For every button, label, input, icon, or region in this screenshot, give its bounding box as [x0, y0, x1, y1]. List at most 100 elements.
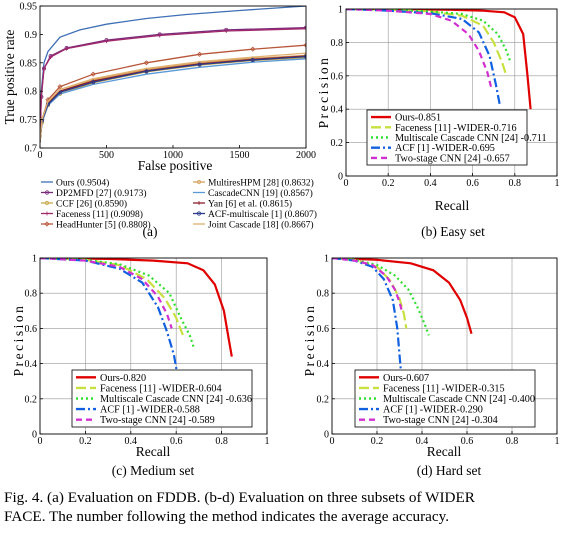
x-axis-label: Recall [427, 444, 462, 459]
x-tick-label: 0 [38, 436, 43, 447]
y-tick-label: 0.75 [20, 115, 38, 126]
chart-d: 0 0.2 0.4 0.6 0.8 1 0 0.2 0.4 0.6 0.8 1 Recall Precis… [302, 254, 560, 479]
legend-entry: ACF-multiscale [1] (0.8607) [208, 209, 317, 220]
caption-line-1: Fig. 4. (a) Evaluation on FDDB. (b-d) Ev… [4, 489, 475, 506]
x-tick-label: 500 [99, 150, 114, 161]
y-tick-label: 0.8 [317, 289, 330, 300]
data-point [41, 66, 46, 71]
data-point [250, 57, 255, 62]
series-line-2 [40, 26, 306, 137]
y-tick-label: 1 [32, 254, 37, 265]
x-axis-label: Recall [136, 444, 171, 459]
plot-frame [39, 257, 268, 435]
data-point [90, 71, 96, 77]
x-tick-label: 1500 [230, 150, 250, 161]
series-line-3 [346, 9, 512, 63]
subfigure-caption: (a) [143, 224, 158, 239]
x-tick-label: 1 [555, 178, 560, 189]
x-tick-label: 0 [330, 436, 335, 447]
data-point [48, 55, 53, 60]
subfigure-caption: (d) Hard set [417, 463, 482, 478]
x-tick-label: 2000 [296, 150, 316, 161]
series-line-3 [332, 258, 430, 336]
y-axis-label: True positive rate [2, 30, 17, 125]
legend-entry: ACF [1] -WIDER-0.290 [383, 405, 483, 416]
data-point [64, 46, 69, 51]
legend-entry: Two-stage CNN [24] -0.657 [395, 153, 510, 164]
legend-entry: CCF [26] (0.8590) [56, 198, 127, 209]
y-tick-label: 0.8 [25, 87, 38, 98]
series-line-5 [346, 9, 493, 90]
y-tick-label: 0.2 [331, 138, 344, 149]
subfigure-caption: (c) Medium set [112, 463, 195, 478]
legend-entry: Faceness [11] -WIDER-0.315 [383, 383, 505, 394]
data-point [57, 84, 63, 90]
data-point [250, 46, 256, 52]
legend-entry: HeadHunter [5] (0.8808) [56, 219, 151, 230]
series-line-9 [40, 55, 306, 143]
x-tick-label: 0.2 [79, 436, 92, 447]
x-tick-label: 1 [265, 436, 270, 447]
legend-marker [196, 179, 202, 185]
y-tick-label: 0.8 [331, 38, 344, 49]
data-point [197, 62, 202, 67]
series-line-2 [346, 9, 508, 77]
legend-entry: DP2MFD [27] (0.9173) [56, 188, 147, 199]
series-line-3 [40, 258, 196, 350]
legend-entry: Ours-0.607 [383, 373, 429, 384]
y-tick-label: 0.7 [25, 144, 38, 155]
legend-entry: Faceness [11] -WIDER-0.604 [100, 383, 222, 394]
legend-entry: ACF [1] -WIDER-0.588 [100, 405, 200, 416]
legend-entry: CascadeCNN [19] (0.8567) [208, 188, 313, 199]
legend-entry: Ours-0.851 [395, 113, 441, 124]
data-point [144, 69, 149, 74]
x-tick-label: 0.4 [424, 178, 437, 189]
legend-box [366, 109, 528, 166]
legend-entry: Ours (0.9504) [56, 177, 109, 188]
y-tick-label: 0.85 [20, 58, 38, 69]
series-line-10 [40, 52, 306, 143]
y-tick-label: 1 [338, 5, 343, 16]
data-point [224, 28, 229, 33]
legend-entry: Faceness [11] -WIDER-0.716 [395, 123, 517, 134]
x-axis-label: False positive [138, 158, 213, 173]
y-tick-label: 1 [324, 254, 329, 265]
legend-box [354, 369, 536, 428]
series-line-4 [346, 9, 502, 107]
series-line-5 [40, 258, 173, 329]
data-point [157, 33, 162, 38]
y-tick-label: 0 [338, 172, 343, 183]
legend-entry: MultiresHPM [28] (0.8632) [208, 177, 314, 188]
data-point [91, 80, 96, 85]
y-tick-label: 0.2 [317, 394, 330, 405]
y-tick-label: 0.6 [25, 324, 38, 335]
x-axis-label: Recall [435, 198, 470, 213]
y-tick-label: 0 [324, 430, 329, 441]
x-tick-label: 0.2 [382, 178, 395, 189]
legend-entry: Two-stage CNN [24] -0.589 [100, 415, 215, 426]
series-group [40, 6, 306, 143]
series-line-1 [332, 258, 473, 334]
legend-marker [196, 211, 202, 216]
x-tick-label: 0.6 [170, 436, 183, 447]
legend-entry: Yan [6] et al. (0.8615) [208, 198, 292, 209]
y-axis-label: Precision [316, 56, 331, 129]
chart-a: 0 500 1000 1500 2000 0.7 0.75 0.8 0.85 0.9 0.95 Fal… [2, 2, 317, 240]
y-tick-label: 0.8 [25, 289, 38, 300]
y-tick-label: 0.95 [20, 2, 38, 13]
legend-entry: ACF [1] -WIDER-0.695 [395, 143, 495, 154]
x-tick-label: 0 [38, 150, 43, 161]
data-point [104, 39, 109, 44]
legend-marker [44, 190, 50, 195]
legend-marker [44, 200, 50, 206]
y-tick-label: 0.4 [331, 105, 344, 116]
caption-line-2: FACE. The number following the method in… [4, 508, 450, 525]
data-point [57, 90, 62, 95]
x-tick-label: 1000 [163, 150, 183, 161]
y-axis-label: Precision [302, 304, 317, 377]
legend-entry: Multiscale Cascade CNN [24] -0.636 [100, 394, 252, 405]
y-tick-label: 0.6 [317, 324, 330, 335]
